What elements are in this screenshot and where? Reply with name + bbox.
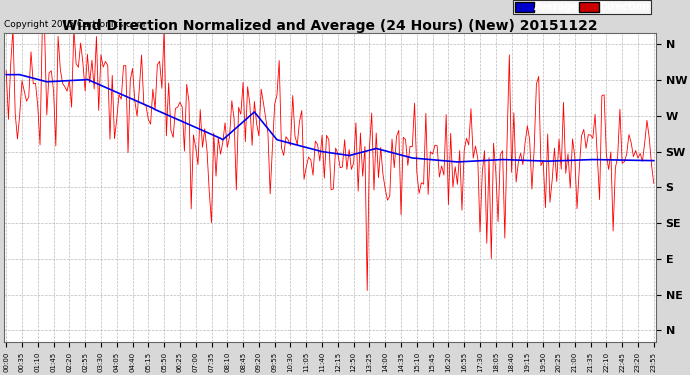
- Title: Wind Direction Normalized and Average (24 Hours) (New) 20151122: Wind Direction Normalized and Average (2…: [62, 19, 598, 33]
- Text: Copyright 2015 Cartronics.com: Copyright 2015 Cartronics.com: [4, 21, 145, 30]
- Legend: Average, Direction: Average, Direction: [513, 0, 651, 14]
